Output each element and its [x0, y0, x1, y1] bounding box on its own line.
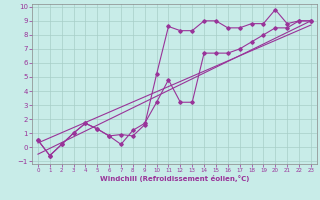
X-axis label: Windchill (Refroidissement éolien,°C): Windchill (Refroidissement éolien,°C) — [100, 175, 249, 182]
